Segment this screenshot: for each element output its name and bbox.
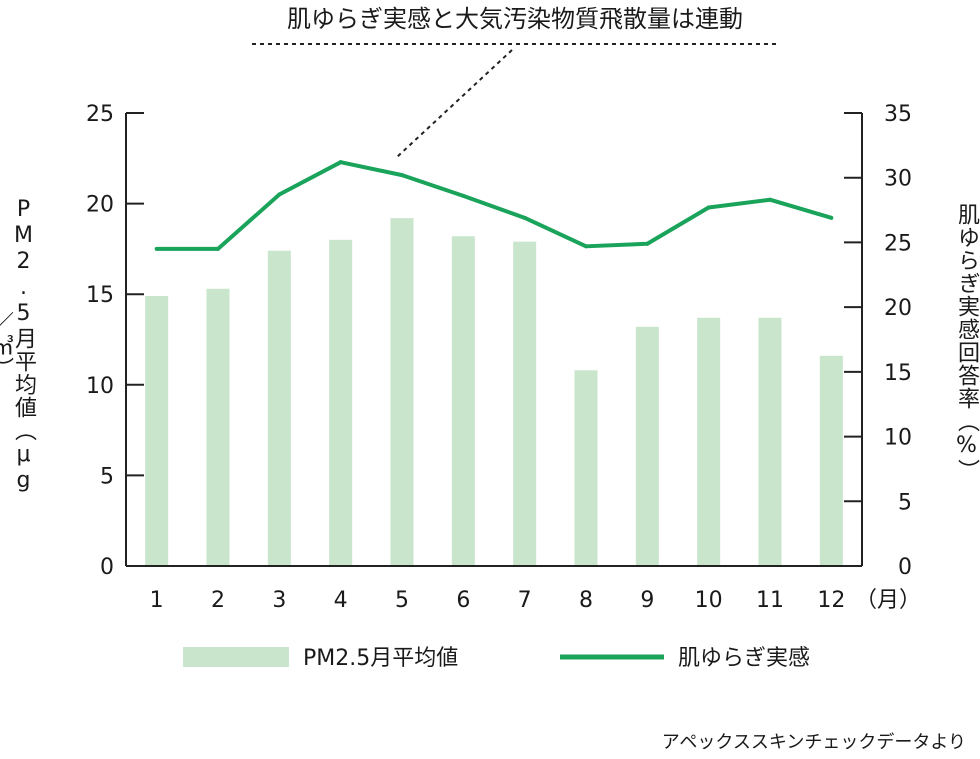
x-tick-label: 4: [334, 588, 348, 613]
y-left-tick-label: 5: [100, 464, 114, 489]
legend-label-pm25: PM2.5月平均値: [303, 646, 458, 671]
legend-label-skin: 肌ゆらぎ実感: [678, 646, 810, 671]
x-tick-label: 3: [272, 588, 286, 613]
y-right-tick-label: 5: [898, 490, 912, 515]
x-tick-label: 5: [395, 588, 409, 613]
point-skin-6: [461, 193, 466, 198]
x-tick-label: 7: [518, 588, 532, 613]
x-tick-label: 1: [150, 588, 164, 613]
y-left-tick-label: 15: [86, 283, 114, 308]
y-left-tick-label: 0: [100, 555, 114, 580]
bar-pm25-3: [267, 250, 291, 566]
bar-pm25-9: [635, 326, 659, 566]
y-left-tick-label: 25: [86, 102, 114, 127]
x-tick-label: 12: [817, 588, 845, 613]
legend-swatch-pm25: [183, 647, 289, 667]
point-skin-4: [338, 160, 343, 165]
bar-pm25-1: [145, 296, 169, 566]
point-skin-3: [277, 192, 282, 197]
y-right-tick-label: 0: [898, 555, 912, 580]
point-skin-2: [216, 246, 220, 251]
y-left-tick-label: 20: [86, 193, 114, 218]
y-left-tick-label: 10: [86, 374, 114, 399]
bar-pm25-2: [206, 288, 230, 566]
y-right-tick-label: 20: [884, 296, 912, 321]
point-skin-8: [584, 244, 588, 249]
y-axis-right-label: 肌ゆらぎ実感回答率（%）: [954, 202, 979, 482]
point-skin-12: [829, 215, 834, 220]
bar-pm25-4: [329, 239, 353, 566]
bar-pm25-5: [390, 218, 414, 566]
point-skin-5: [400, 173, 404, 178]
chart-title: 肌ゆらぎ実感と大気汚染物質飛散量は連動: [287, 5, 743, 33]
bar-pm25-11: [758, 317, 782, 566]
x-tick-label: 9: [640, 588, 654, 613]
y-right-tick-label: 25: [884, 231, 912, 256]
x-axis-unit-label: （月）: [855, 588, 921, 613]
x-tick-label: 8: [579, 588, 593, 613]
x-tick-label: 11: [756, 588, 784, 613]
y-right-tick-label: 35: [884, 102, 912, 127]
line-group: [154, 160, 834, 251]
x-tick-label: 10: [695, 588, 723, 613]
bar-pm25-7: [513, 241, 537, 567]
y-axis-left-label: PM2.5月平均値（μg／㎥）: [0, 196, 36, 494]
point-skin-9: [645, 241, 650, 246]
bar-pm25-8: [574, 370, 598, 566]
bar-pm25-6: [451, 236, 475, 566]
legend: PM2.5月平均値 肌ゆらぎ実感: [183, 646, 810, 671]
point-skin-10: [706, 205, 711, 210]
source-note: アペックススキンチェックデータより: [661, 732, 966, 753]
point-skin-11: [768, 197, 772, 202]
x-tick-label: 6: [456, 588, 470, 613]
y-right-tick-label: 30: [884, 167, 912, 192]
point-skin-7: [522, 215, 527, 220]
y-right-tick-label: 15: [884, 361, 912, 386]
line-skin-series: [156, 160, 832, 251]
y-right-tick-label: 10: [884, 426, 912, 451]
bar-pm25-10: [697, 317, 721, 566]
bar-pm25-12: [819, 355, 843, 566]
title-leader-line: [396, 49, 513, 158]
x-tick-label: 2: [211, 588, 225, 613]
bars-group: [145, 218, 843, 567]
point-skin-1: [154, 246, 159, 251]
